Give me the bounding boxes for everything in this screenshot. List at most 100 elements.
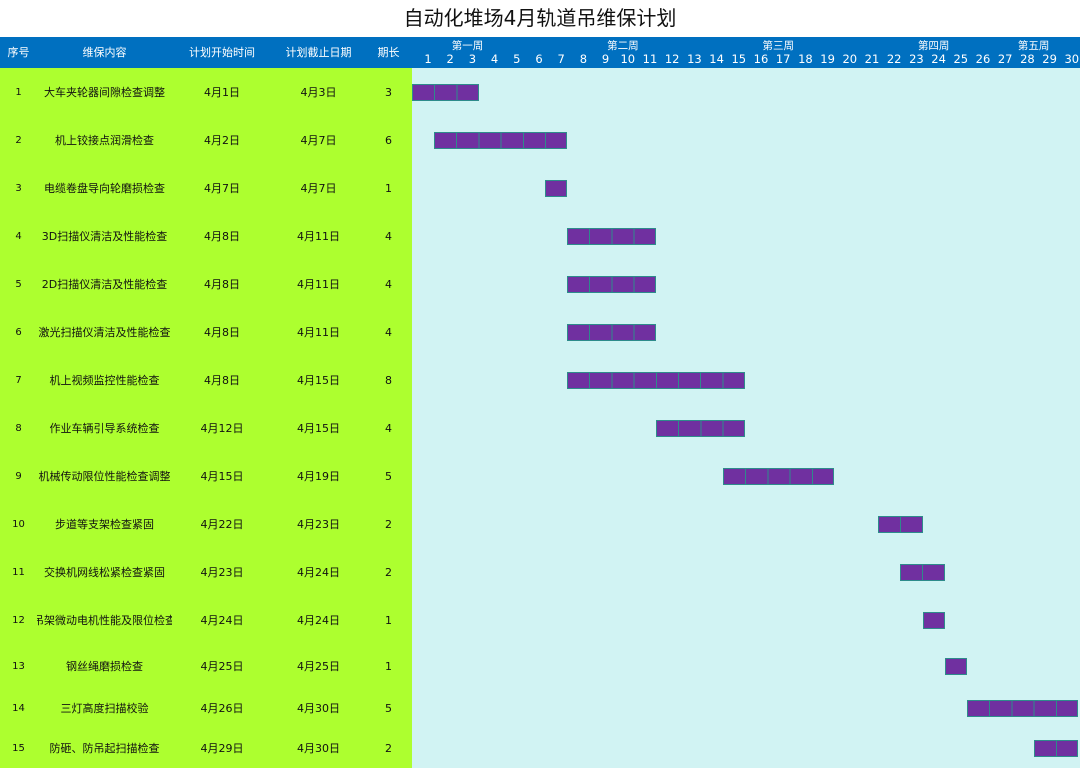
cell-end: 4月30日 [297,702,340,715]
cell-duration: 8 [385,373,392,387]
gantt-bar[interactable] [722,468,834,485]
cell-duration: 4 [385,325,392,339]
cell-content: 机上铰接点润滑检查 [55,134,154,147]
table-row[interactable]: 9 机械传动限位性能检查调整 4月15日 4月19日 5 [0,452,412,500]
cell-no: 3 [15,182,22,194]
day-label: 19 [820,52,835,66]
cell-no: 12 [12,614,25,626]
cell-end: 4月7日 [300,134,337,147]
cell-duration: 3 [385,85,392,99]
cell-end: 4月7日 [300,182,337,195]
cell-start: 4月7日 [204,182,240,195]
gantt-bar[interactable] [412,84,479,101]
cell-start: 4月15日 [200,470,244,483]
day-label: 25 [953,52,969,66]
cell-duration: 4 [385,277,392,291]
gantt-bar[interactable] [878,516,923,533]
gantt-bar[interactable] [567,228,657,245]
gantt-bar[interactable] [1033,740,1078,757]
page-title: 自动化堆场4月轨道吊维保计划 [403,6,677,30]
gantt-chart [412,68,1080,768]
cell-no: 4 [15,230,22,242]
day-label: 10 [620,52,636,66]
cell-start: 4月26日 [200,702,244,715]
day-label: 21 [864,52,880,66]
cell-start: 4月25日 [200,660,244,673]
day-label: 7 [557,52,565,66]
week-label: 第一周 [451,40,484,52]
table-row[interactable]: 11 交换机网线松紧检查紧固 4月23日 4月24日 2 [0,548,412,596]
week-label: 第三周 [762,40,795,52]
day-label: 13 [687,52,702,66]
table-row[interactable]: 5 2D扫描仪清洁及性能检查 4月8日 4月11日 4 [0,260,412,308]
table-row[interactable]: 14 三灯高度扫描校验 4月26日 4月30日 5 [0,688,412,728]
table-row[interactable]: 3 电缆卷盘导向轮磨损检查 4月7日 4月7日 1 [0,164,412,212]
header-content: 维保内容 [82,46,127,59]
cell-no: 14 [12,702,25,714]
table-row[interactable]: 1 大车夹轮器间隙检查调整 4月1日 4月3日 3 [0,68,412,116]
cell-no: 7 [15,374,22,386]
cell-duration: 4 [385,229,392,243]
cell-duration: 1 [385,613,392,627]
gantt-bar[interactable] [545,180,568,197]
day-label: 6 [535,52,543,66]
cell-start: 4月24日 [200,614,244,627]
day-label: 11 [642,52,658,66]
gantt-bar[interactable] [656,420,745,437]
cell-end: 4月11日 [297,326,340,339]
gantt-bar[interactable] [900,564,945,581]
cell-end: 4月19日 [297,470,340,483]
table-row[interactable]: 2 机上铰接点润滑检查 4月2日 4月7日 6 [0,116,412,164]
cell-start: 4月8日 [204,374,240,387]
table-row[interactable]: 4 3D扫描仪清洁及性能检查 4月8日 4月11日 4 [0,212,412,260]
cell-end: 4月23日 [297,518,340,531]
cell-duration: 5 [385,701,392,715]
gantt-bar[interactable] [567,276,657,293]
cell-duration: 6 [385,133,392,147]
cell-content: 交换机网线松紧检查紧固 [44,566,165,579]
day-label: 28 [1020,52,1035,66]
table-row[interactable]: 8 作业车辆引导系统检查 4月12日 4月15日 4 [0,404,412,452]
cell-no: 8 [15,422,22,434]
gantt-bar[interactable] [567,372,745,389]
cell-start: 4月23日 [200,566,244,579]
cell-content: 吊架微动电机性能及限位检查 [37,614,172,627]
cell-duration: 1 [385,659,392,673]
gantt-bar[interactable] [967,700,1078,717]
cell-end: 4月15日 [297,374,340,387]
day-label: 14 [709,52,724,66]
table-row[interactable]: 12 吊架微动电机性能及限位检查 4月24日 4月24日 1 [0,596,412,644]
cell-no: 13 [12,660,25,672]
cell-start: 4月2日 [204,134,240,147]
cell-content: 钢丝绳磨损检查 [66,660,143,673]
header-end: 计划截止日期 [285,46,352,59]
day-label: 15 [731,52,747,66]
day-label: 27 [997,52,1013,66]
table-row[interactable]: 10 步道等支架检查紧固 4月22日 4月23日 2 [0,500,412,548]
gantt-bar[interactable] [944,658,967,675]
day-label: 17 [775,52,791,66]
cell-content: 作业车辆引导系统检查 [49,422,160,435]
gantt-bar[interactable] [434,132,568,149]
table-row[interactable]: 15 防砸、防吊起扫描检查 4月29日 4月30日 2 [0,728,412,768]
cell-duration: 5 [385,469,392,483]
cell-start: 4月22日 [200,518,244,531]
gantt-bar[interactable] [922,612,945,629]
cell-content: 3D扫描仪清洁及性能检查 [41,230,168,243]
day-label: 2 [446,52,454,66]
week-label: 第四周 [917,40,950,52]
cell-end: 4月24日 [297,614,340,627]
cell-start: 4月8日 [204,230,240,243]
day-label: 26 [975,52,991,66]
table-row[interactable]: 7 机上视频监控性能检查 4月8日 4月15日 8 [0,356,412,404]
cell-no: 5 [15,278,22,290]
cell-content: 2D扫描仪清洁及性能检查 [41,278,168,291]
cell-no: 2 [15,134,22,146]
cell-start: 4月8日 [204,278,240,291]
gantt-bar[interactable] [567,324,657,341]
table-row[interactable]: 6 激光扫描仪清洁及性能检查 4月8日 4月11日 4 [0,308,412,356]
cell-duration: 2 [385,517,392,531]
header-no: 序号 [7,46,30,59]
cell-start: 4月12日 [200,422,244,435]
table-row[interactable]: 13 钢丝绳磨损检查 4月25日 4月25日 1 [0,644,412,688]
